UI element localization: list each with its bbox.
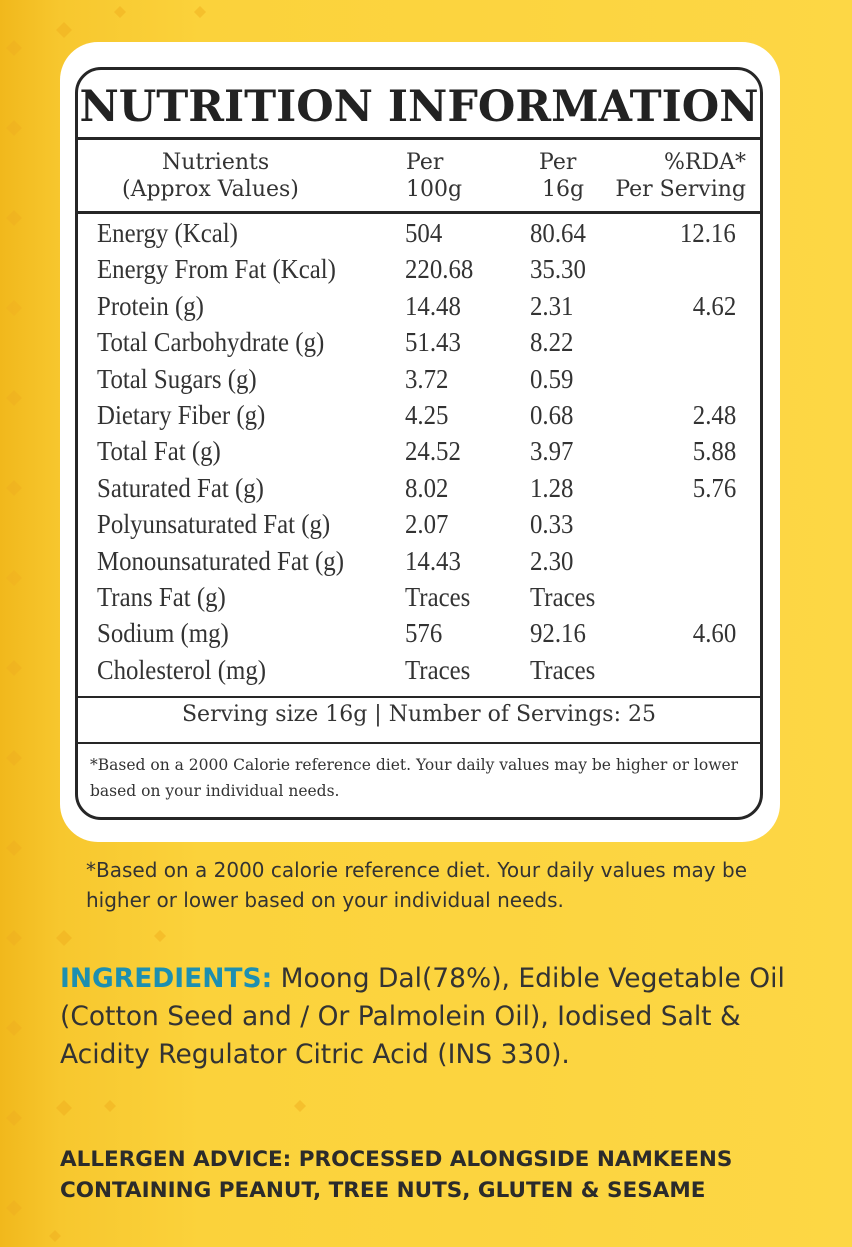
value-per-100g: 3.72 — [405, 363, 449, 394]
ingredients-text: Moong Dal(78%), Edible Vegetable Oil (Co… — [60, 963, 785, 1070]
nutrient-name: Total Fat (g) — [97, 436, 221, 467]
nutrient-name: Monounsaturated Fat (g) — [97, 545, 344, 576]
value-per-16g: Traces — [530, 582, 596, 612]
nutrient-name: Saturated Fat (g) — [97, 472, 264, 503]
value-per-16g: 92.16 — [530, 618, 586, 649]
nutrient-row: Total Carbohydrate (g) 51.43 8.22 — [78, 327, 760, 363]
nutrient-row: Sodium (mg) 576 92.16 4.60 — [78, 618, 760, 654]
nutrient-name: Sodium (mg) — [97, 618, 229, 649]
ingredients-section: INGREDIENTS: Moong Dal(78%), Edible Vege… — [60, 960, 820, 1074]
nutrient-row: Cholesterol (mg) Traces Traces — [78, 655, 760, 691]
value-per-100g: 24.52 — [405, 436, 461, 467]
nutrition-title: NUTRITION INFORMATION — [79, 82, 759, 132]
nutrient-row: Trans Fat (g) Traces Traces — [78, 582, 760, 618]
value-rda: 5.88 — [692, 436, 736, 467]
value-rda: 12.16 — [680, 218, 736, 248]
nutrient-name: Protein (g) — [97, 290, 204, 321]
nutrient-name: Cholesterol (mg) — [97, 654, 267, 685]
value-per-100g: 4.25 — [405, 400, 449, 430]
serving-info: Serving size 16g | Number of Servings: 2… — [181, 702, 656, 727]
value-rda: 2.48 — [692, 400, 736, 430]
value-rda: 5.76 — [692, 472, 736, 503]
header-nutrients: Nutrients — [162, 150, 270, 175]
nutrient-row: Monounsaturated Fat (g) 14.43 2.30 — [78, 546, 760, 582]
value-per-16g: 0.68 — [530, 400, 574, 430]
header-per-serving: Per Serving — [615, 177, 746, 202]
value-per-100g: 14.48 — [405, 290, 461, 321]
value-per-100g: 51.43 — [405, 327, 461, 358]
value-per-100g: 576 — [405, 618, 443, 649]
value-per-16g: 2.31 — [530, 290, 574, 321]
value-rda: 4.60 — [692, 618, 736, 649]
header-per-2: Per — [539, 150, 577, 175]
value-per-16g: 2.30 — [530, 545, 574, 576]
header-divider — [78, 211, 760, 214]
value-per-16g: 80.64 — [530, 218, 586, 248]
nutrient-name: Dietary Fiber (g) — [97, 400, 266, 430]
value-per-100g: 220.68 — [405, 254, 474, 285]
nutrient-name: Total Carbohydrate (g) — [97, 327, 325, 358]
nutrition-panel: NUTRITION INFORMATION Nutrients (Approx … — [75, 67, 763, 820]
nutrient-name: Energy From Fat (Kcal) — [97, 254, 336, 285]
nutrient-name: Polyunsaturated Fat (g) — [97, 509, 331, 540]
value-per-100g: 504 — [405, 218, 443, 248]
value-per-100g: 14.43 — [405, 545, 461, 576]
value-per-100g: Traces — [405, 582, 471, 612]
header-approx: (Approx Values) — [122, 177, 299, 202]
table-bottom-divider — [78, 696, 760, 698]
value-per-16g: 0.33 — [530, 509, 574, 540]
nutrient-row: Dietary Fiber (g) 4.25 0.68 2.48 — [78, 400, 760, 436]
value-per-16g: 3.97 — [530, 436, 574, 467]
nutrient-name: Total Sugars (g) — [97, 363, 257, 394]
value-per-100g: 8.02 — [405, 472, 449, 503]
title-divider — [78, 137, 760, 140]
value-per-16g: Traces — [530, 654, 596, 685]
header-rda: %RDA* — [664, 150, 746, 175]
value-rda: 4.62 — [692, 290, 736, 321]
nutrient-name: Trans Fat (g) — [97, 582, 226, 612]
value-per-100g: Traces — [405, 654, 471, 685]
nutrient-row: Polyunsaturated Fat (g) 2.07 0.33 — [78, 509, 760, 545]
nutrient-row: Energy (Kcal) 504 80.64 12.16 — [78, 218, 760, 254]
nutrient-row: Protein (g) 14.48 2.31 4.62 — [78, 291, 760, 327]
nutrient-name: Energy (Kcal) — [97, 218, 238, 248]
value-per-16g: 1.28 — [530, 472, 574, 503]
value-per-16g: 0.59 — [530, 363, 574, 394]
nutrient-row: Total Fat (g) 24.52 3.97 5.88 — [78, 436, 760, 472]
serving-divider — [78, 742, 760, 744]
nutrient-row: Saturated Fat (g) 8.02 1.28 5.76 — [78, 473, 760, 509]
header-per-1: Per — [406, 150, 444, 175]
value-per-100g: 2.07 — [405, 509, 449, 540]
ingredients-label: INGREDIENTS: — [60, 963, 273, 994]
value-per-16g: 8.22 — [530, 327, 574, 358]
header-16g: 16g — [542, 177, 585, 202]
rda-footnote: *Based on a 2000 calorie reference diet.… — [86, 858, 747, 912]
nutrient-row: Total Sugars (g) 3.72 0.59 — [78, 364, 760, 400]
nutrient-row: Energy From Fat (Kcal) 220.68 35.30 — [78, 254, 760, 290]
nutrition-card — [60, 42, 780, 842]
header-100g: 100g — [406, 177, 463, 202]
allergen-advice: ALLERGEN ADVICE: PROCESSED ALONGSIDE NAM… — [60, 1147, 733, 1203]
table-footnote: *Based on a 2000 Calorie reference diet.… — [90, 756, 739, 800]
value-per-16g: 35.30 — [530, 254, 586, 285]
